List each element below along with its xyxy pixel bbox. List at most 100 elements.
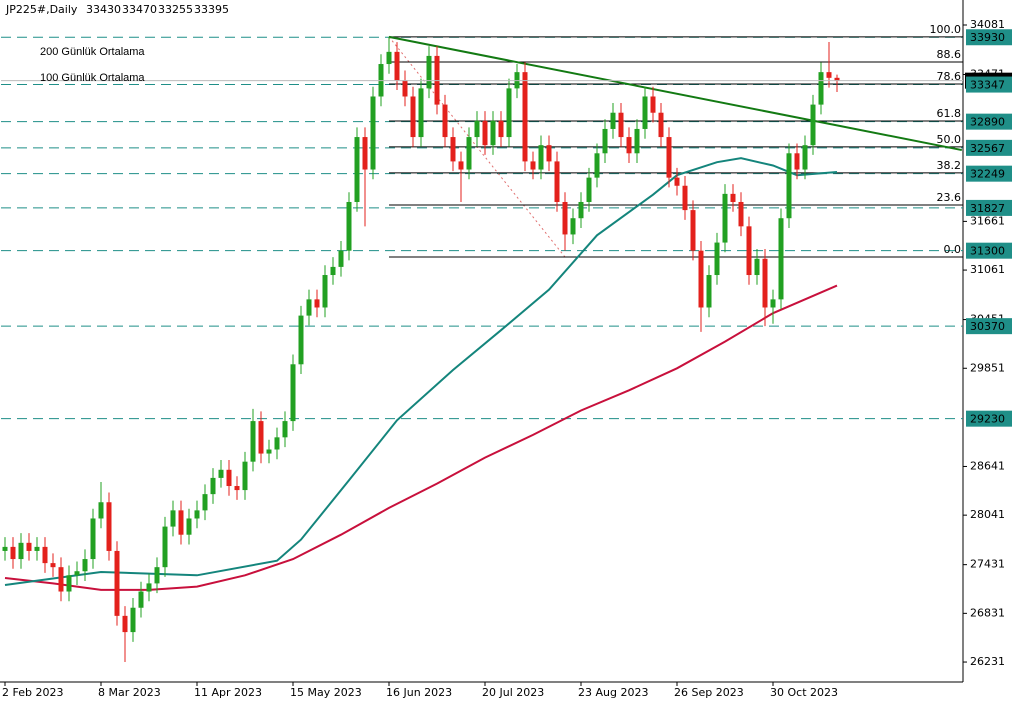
x-tick-label: 2 Feb 2023 bbox=[2, 686, 63, 699]
level-box bbox=[966, 113, 1012, 130]
candle-body bbox=[290, 364, 296, 422]
candle-body bbox=[490, 120, 496, 146]
fib-label: 78.6 bbox=[937, 70, 962, 83]
x-tick-label: 8 Mar 2023 bbox=[98, 686, 161, 699]
candle-body bbox=[778, 218, 784, 300]
level-label: 29230 bbox=[970, 413, 1005, 426]
candle-body bbox=[474, 120, 480, 138]
candle-body bbox=[202, 494, 208, 511]
candle-body bbox=[426, 55, 432, 89]
x-tick-label: 20 Jul 2023 bbox=[482, 686, 544, 699]
candle-body bbox=[450, 137, 456, 162]
candle-body bbox=[666, 137, 672, 178]
y-tick-label: 26231 bbox=[970, 655, 1005, 668]
candle-body bbox=[746, 226, 752, 276]
candle-body bbox=[122, 615, 128, 633]
candle-body bbox=[250, 421, 256, 462]
level-label: 32567 bbox=[970, 142, 1005, 155]
y-tick-label: 28641 bbox=[970, 459, 1005, 472]
y-tick-label: 31061 bbox=[970, 263, 1005, 276]
candle-body bbox=[618, 112, 624, 138]
candle-body bbox=[274, 437, 280, 450]
level-label: 31827 bbox=[970, 202, 1005, 215]
candle-body bbox=[18, 542, 24, 560]
y-tick-label: 26831 bbox=[970, 606, 1005, 619]
candle-body bbox=[50, 563, 56, 568]
candle-body bbox=[58, 567, 64, 592]
candle-body bbox=[370, 96, 376, 170]
level-box bbox=[966, 242, 1012, 259]
x-tick-label: 30 Oct 2023 bbox=[770, 686, 838, 699]
candle-body bbox=[402, 80, 408, 97]
x-tick-label: 16 Jun 2023 bbox=[386, 686, 452, 699]
ohlc-low: 33255 bbox=[158, 3, 193, 16]
candle-body bbox=[306, 299, 312, 316]
candle-body bbox=[682, 185, 688, 211]
candle-body bbox=[130, 607, 136, 633]
x-tick-label: 26 Sep 2023 bbox=[674, 686, 744, 699]
candle-body bbox=[770, 299, 776, 308]
fib-label: 88.6 bbox=[937, 48, 962, 61]
candle-body bbox=[266, 449, 272, 454]
trendline bbox=[388, 35, 962, 152]
candle-body bbox=[418, 88, 424, 138]
candle-body bbox=[226, 469, 232, 487]
candle-body bbox=[586, 177, 592, 202]
level-box bbox=[966, 139, 1012, 156]
candle-body bbox=[138, 591, 144, 608]
x-tick-label: 23 Aug 2023 bbox=[578, 686, 648, 699]
candle-body bbox=[210, 477, 216, 495]
level-label: 33347 bbox=[970, 79, 1005, 92]
candle-body bbox=[330, 266, 336, 276]
candle-body bbox=[146, 583, 152, 592]
candle-body bbox=[466, 137, 472, 170]
candle-body bbox=[2, 546, 8, 551]
level-box bbox=[966, 76, 1012, 93]
candle-body bbox=[394, 51, 400, 81]
level-box bbox=[966, 410, 1012, 427]
candle-body bbox=[522, 72, 528, 162]
candle-body bbox=[642, 96, 648, 129]
y-tick-label: 31661 bbox=[970, 214, 1005, 227]
candle-body bbox=[186, 518, 192, 535]
candle-body bbox=[218, 469, 224, 478]
candle-body bbox=[258, 421, 264, 454]
candle-body bbox=[458, 161, 464, 170]
candle-body bbox=[786, 153, 792, 219]
candle-body bbox=[106, 502, 112, 551]
level-label: 32249 bbox=[970, 168, 1005, 181]
candle-body bbox=[34, 546, 40, 551]
candle-body bbox=[298, 315, 304, 365]
candle-body bbox=[594, 153, 600, 178]
legend-entry: 100 Günlük Ortalama bbox=[40, 72, 145, 84]
candle-body bbox=[818, 72, 824, 105]
moving-average bbox=[4, 157, 838, 586]
y-tick-label: 34081 bbox=[970, 18, 1005, 31]
legend-entry: 200 Günlük Ortalama bbox=[40, 46, 145, 58]
candle-body bbox=[162, 526, 168, 568]
candle-body bbox=[282, 421, 288, 438]
candle-body bbox=[754, 258, 760, 276]
fib-label: 23.6 bbox=[937, 191, 962, 204]
candle-body bbox=[82, 559, 88, 572]
candle-body bbox=[562, 201, 568, 235]
candle-body bbox=[154, 567, 160, 584]
candle-body bbox=[706, 275, 712, 308]
candle-body bbox=[346, 201, 352, 251]
level-label: 33930 bbox=[970, 31, 1005, 44]
level-box bbox=[966, 29, 1012, 46]
candle-body bbox=[834, 77, 840, 81]
y-tick-label: 27431 bbox=[970, 558, 1005, 571]
fib-label: 100.0 bbox=[930, 23, 962, 36]
candle-body bbox=[698, 250, 704, 308]
candle-body bbox=[538, 145, 544, 170]
candle-body bbox=[674, 177, 680, 186]
candle-body bbox=[26, 542, 32, 551]
fib-label: 38.2 bbox=[937, 159, 962, 172]
candle-body bbox=[338, 250, 344, 267]
candle-body bbox=[482, 120, 488, 146]
y-tick-label: 28041 bbox=[970, 508, 1005, 521]
candle-body bbox=[410, 96, 416, 138]
